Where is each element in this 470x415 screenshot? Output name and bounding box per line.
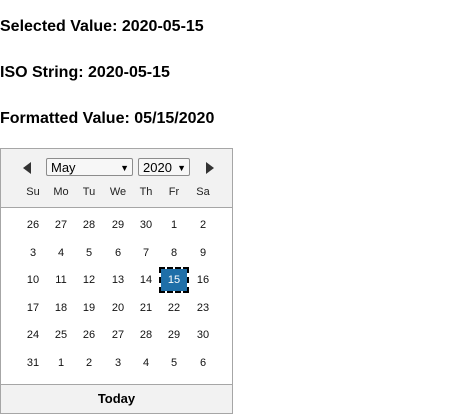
calendar-day[interactable]: 14 [133, 269, 159, 291]
calendar-day[interactable]: 19 [76, 297, 102, 319]
calendar-day[interactable]: 18 [48, 297, 74, 319]
calendar-day[interactable]: 10 [20, 269, 46, 291]
formatted-value-label: Formatted Value: [0, 110, 130, 127]
calendar-day[interactable]: 26 [76, 324, 102, 346]
calendar-day[interactable]: 6 [190, 352, 216, 374]
calendar-day[interactable]: 30 [133, 214, 159, 236]
calendar-week-row: 24 25 26 27 28 29 30 [1, 324, 232, 352]
calendar-day[interactable]: 4 [48, 242, 74, 264]
calendar-week-row: 31 1 2 3 4 5 6 [1, 352, 232, 380]
calendar-day[interactable]: 4 [133, 352, 159, 374]
month-select-value: May [51, 160, 76, 175]
calendar-day[interactable]: 5 [161, 352, 187, 374]
chevron-down-icon: ▼ [177, 159, 186, 177]
calendar-day[interactable]: 12 [76, 269, 102, 291]
year-select[interactable]: 2020 ▼ [138, 158, 190, 176]
calendar-day[interactable]: 1 [161, 214, 187, 236]
calendar-day[interactable]: 29 [161, 324, 187, 346]
calendar-day[interactable]: 30 [190, 324, 216, 346]
calendar-day[interactable]: 31 [20, 352, 46, 374]
weekday-label: Th [132, 186, 160, 198]
calendar-popup: May ▼ 2020 ▼ Su Mo Tu We Th Fr Sa 26 27 28 29 30 1 2… [0, 148, 233, 414]
chevron-down-icon: ▼ [120, 159, 129, 177]
iso-string-label: ISO String: [0, 64, 84, 81]
iso-string-text: 2020-05-15 [88, 64, 170, 81]
calendar-day[interactable]: 2 [190, 214, 216, 236]
weekday-label: Sa [189, 186, 217, 198]
calendar-day[interactable]: 29 [105, 214, 131, 236]
calendar-day[interactable]: 28 [76, 214, 102, 236]
calendar-day[interactable]: 3 [105, 352, 131, 374]
calendar-day[interactable]: 2 [76, 352, 102, 374]
calendar-day[interactable]: 23 [190, 297, 216, 319]
iso-string-line: ISO String: 2020-05-15 [0, 64, 170, 82]
weekday-label: We [104, 186, 132, 198]
calendar-week-row: 10 11 12 13 14 15 16 [1, 269, 232, 297]
calendar-day[interactable]: 22 [161, 297, 187, 319]
calendar-day-selected[interactable]: 15 [161, 269, 187, 291]
weekday-label: Mo [47, 186, 75, 198]
weekday-label: Fr [160, 186, 188, 198]
today-button[interactable]: Today [1, 385, 232, 413]
calendar-day[interactable]: 5 [76, 242, 102, 264]
calendar-day[interactable]: 9 [190, 242, 216, 264]
left-arrow-icon [19, 160, 35, 176]
calendar-day[interactable]: 24 [20, 324, 46, 346]
calendar-day[interactable]: 13 [105, 269, 131, 291]
weekday-label: Tu [75, 186, 103, 198]
prev-month-button[interactable] [19, 160, 35, 176]
selected-value-label: Selected Value: [0, 18, 117, 35]
calendar-day[interactable]: 27 [105, 324, 131, 346]
calendar-day[interactable]: 3 [20, 242, 46, 264]
calendar-day[interactable]: 27 [48, 214, 74, 236]
calendar-day[interactable]: 17 [20, 297, 46, 319]
weekday-label: Su [19, 186, 47, 198]
selected-value-line: Selected Value: 2020-05-15 [0, 18, 204, 36]
calendar-day[interactable]: 28 [133, 324, 159, 346]
calendar-week-row: 17 18 19 20 21 22 23 [1, 297, 232, 325]
calendar-footer: Today [1, 384, 232, 413]
calendar-grid: 26 27 28 29 30 1 2 3 4 5 6 7 8 9 10 11 12 13 14 15 16 17 18 19 2… [1, 214, 232, 380]
calendar-day[interactable]: 8 [161, 242, 187, 264]
formatted-value-text: 05/15/2020 [134, 110, 214, 127]
calendar-day[interactable]: 21 [133, 297, 159, 319]
selected-value-text: 2020-05-15 [122, 18, 204, 35]
calendar-day[interactable]: 26 [20, 214, 46, 236]
calendar-day[interactable]: 1 [48, 352, 74, 374]
right-arrow-icon [202, 160, 218, 176]
calendar-day[interactable]: 7 [133, 242, 159, 264]
calendar-header: May ▼ 2020 ▼ Su Mo Tu We Th Fr Sa [1, 149, 232, 208]
calendar-week-row: 26 27 28 29 30 1 2 [1, 214, 232, 242]
calendar-day[interactable]: 6 [105, 242, 131, 264]
calendar-day[interactable]: 25 [48, 324, 74, 346]
next-month-button[interactable] [202, 160, 218, 176]
calendar-day[interactable]: 11 [48, 269, 74, 291]
formatted-value-line: Formatted Value: 05/15/2020 [0, 110, 214, 128]
month-select[interactable]: May ▼ [46, 158, 133, 176]
year-select-value: 2020 [143, 160, 172, 175]
calendar-day[interactable]: 16 [190, 269, 216, 291]
calendar-day[interactable]: 20 [105, 297, 131, 319]
